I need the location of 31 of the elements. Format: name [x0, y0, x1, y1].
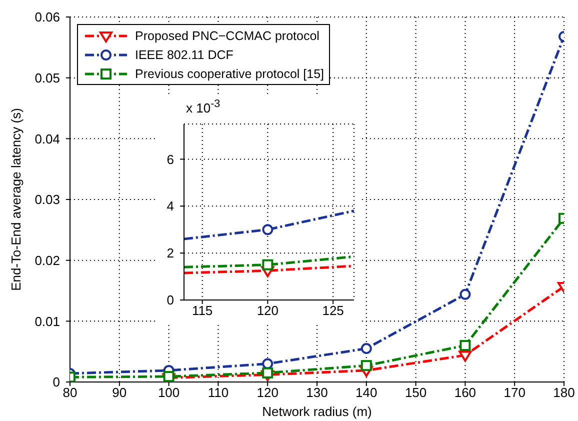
y-tick-label: 4: [166, 198, 174, 214]
x-tick-label: 110: [208, 385, 229, 400]
x-axis-title: Network radius (m): [262, 404, 372, 419]
y-tick-label: 0.03: [34, 192, 60, 208]
x-tick-label: 115: [192, 303, 213, 318]
x-tick-label: 120: [256, 385, 278, 400]
x-tick-label: 120: [256, 303, 279, 318]
x-tick-label: 125: [322, 303, 344, 318]
y-tick-label: 0.04: [34, 131, 60, 146]
x-tick-label: 160: [454, 385, 476, 400]
y-tick-label: 2: [166, 246, 174, 261]
x-tick-label: 100: [158, 385, 180, 400]
x-tick-label: 140: [356, 385, 378, 400]
x-tick-label: 80: [62, 385, 78, 400]
x-tick-label: 150: [404, 385, 427, 400]
x-tick-label: 130: [306, 385, 328, 400]
y-tick-label: 0.05: [34, 70, 60, 86]
y-tick-label: 0.02: [34, 252, 60, 268]
y-tick-label: 0.01: [34, 314, 60, 329]
y-tick-label: 0.06: [34, 10, 60, 25]
y-tick-label: 0: [166, 292, 174, 308]
legend-label: IEEE 802.11 DCF: [135, 48, 234, 62]
y-axis-title: End-To-End average latency (s): [8, 108, 24, 291]
y-tick-label: 0: [52, 374, 60, 390]
x-tick-label: 90: [112, 385, 127, 400]
x-tick-label: 180: [553, 385, 575, 400]
y-tick-label: 6: [166, 152, 174, 167]
annotation: x 10$^{-3}$: [186, 98, 220, 116]
legend-label: Proposed PNC−CCMAC protocol: [135, 28, 320, 42]
x-tick-label: 170: [504, 385, 526, 400]
legend-label: Previous cooperative protocol [15]: [135, 66, 324, 80]
